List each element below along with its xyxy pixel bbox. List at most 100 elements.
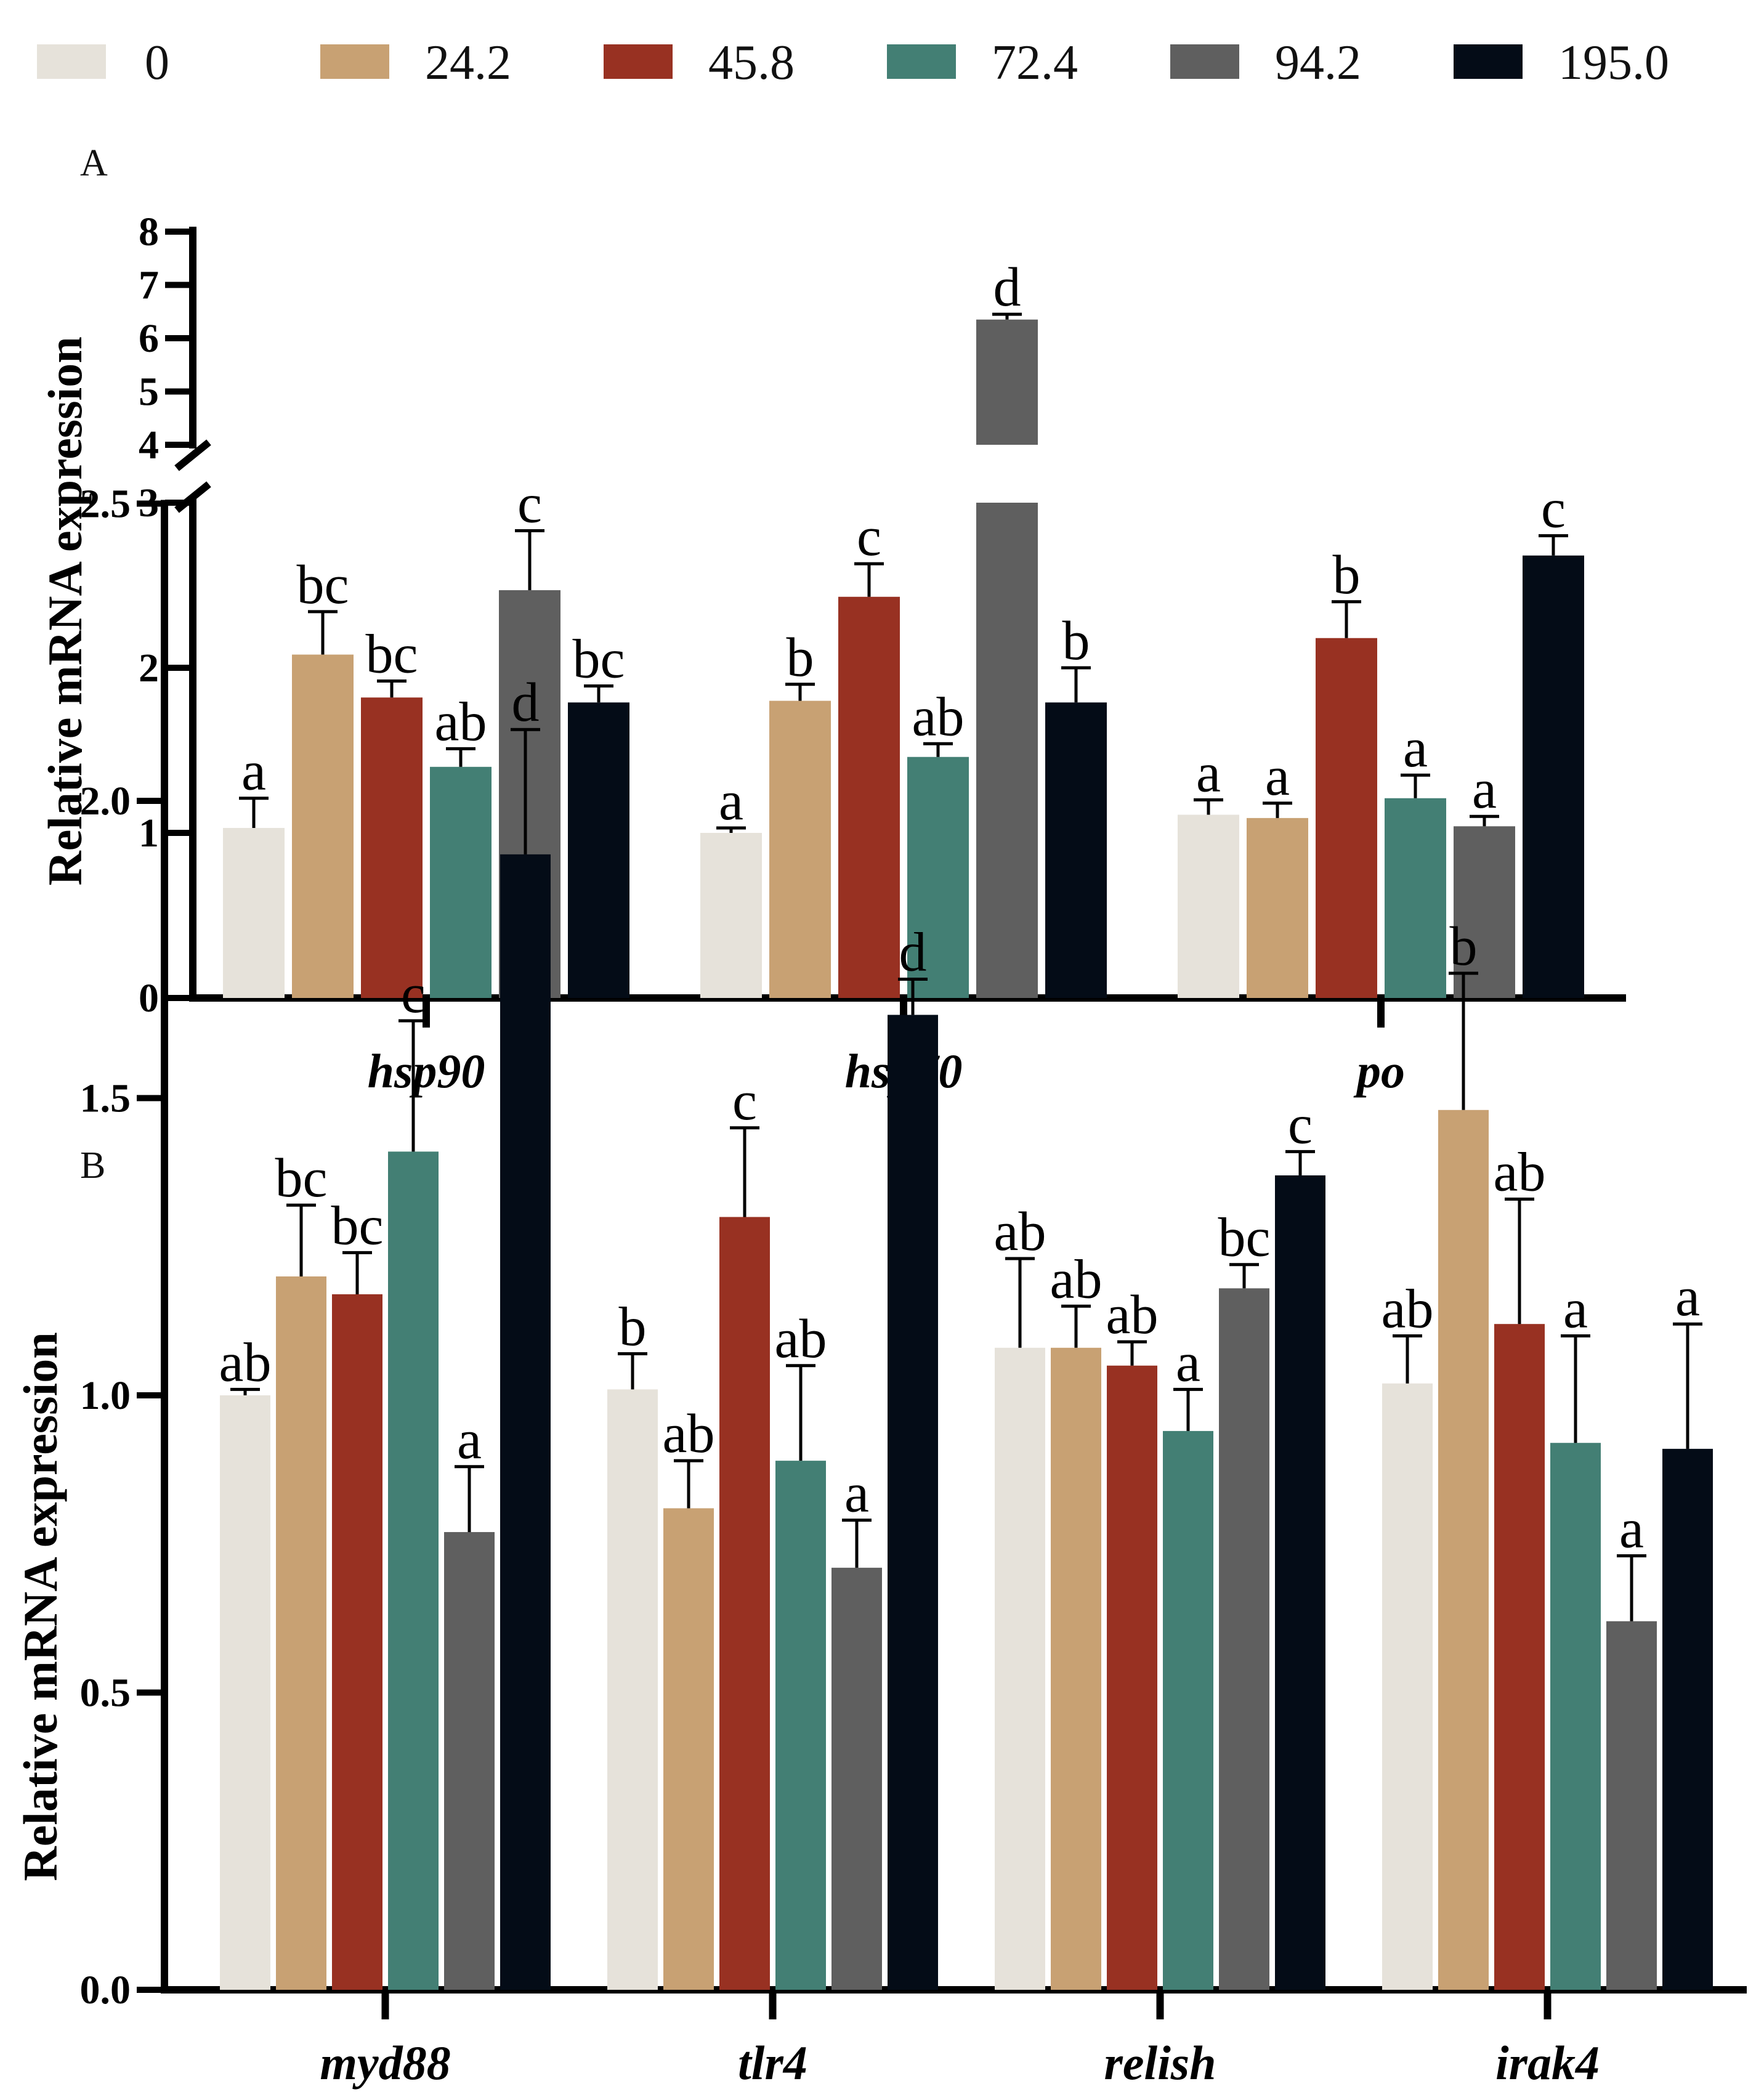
category-label-0-0: hsp90 xyxy=(368,1044,485,1098)
category-label-1-3: irak4 xyxy=(1495,2036,1600,2090)
bar-0-1-4-lower xyxy=(976,503,1038,998)
sig-label-1-3-1: b xyxy=(1450,916,1478,977)
sig-label-0-1-1: b xyxy=(787,627,814,688)
y-tick-label-a-low-0: 0 xyxy=(139,976,159,1021)
category-label-1-0: myd88 xyxy=(320,2036,450,2090)
bar-1-2-4 xyxy=(1219,1288,1269,1990)
bar-0-1-2 xyxy=(838,596,900,998)
bar-1-1-4 xyxy=(831,1567,882,1990)
bar-1-1-3 xyxy=(775,1461,826,1990)
y-tick-label-a-high-3: 7 xyxy=(139,263,159,308)
sig-label-0-1-3: ab xyxy=(912,686,965,747)
legend-swatch-4 xyxy=(1170,44,1239,79)
bar-1-3-0 xyxy=(1382,1383,1433,1990)
bar-1-1-0 xyxy=(607,1389,658,1990)
bar-1-0-5 xyxy=(500,854,551,1990)
legend-swatch-1 xyxy=(320,44,389,79)
bar-0-2-0 xyxy=(1178,814,1239,998)
sig-label-0-2-3: a xyxy=(1403,718,1428,779)
sig-label-0-2-2: b xyxy=(1333,545,1361,606)
bar-0-1-5 xyxy=(1045,702,1107,998)
bar-1-1-5 xyxy=(888,1015,938,1990)
legend-label-3: 72.4 xyxy=(992,36,1078,90)
sig-label-0-0-5: bc xyxy=(573,628,625,689)
sig-label-0-0-0: a xyxy=(241,741,266,802)
bar-0-2-5 xyxy=(1523,555,1584,998)
bar-1-0-2 xyxy=(332,1294,382,1990)
bar-0-1-3 xyxy=(907,756,969,998)
sig-label-1-1-2: c xyxy=(732,1071,757,1132)
sig-label-1-0-0: ab xyxy=(219,1332,272,1393)
sig-label-1-2-4: bc xyxy=(1218,1207,1271,1268)
bar-1-2-2 xyxy=(1107,1365,1157,1990)
panel-b: B Relative mRNA expression 0.0 0.5 1.0 1.5 2.0… xyxy=(14,482,1747,2090)
sig-label-1-0-5: d xyxy=(512,672,540,733)
sig-label-1-3-3: a xyxy=(1563,1279,1588,1340)
sig-label-0-0-3: ab xyxy=(435,691,487,752)
sig-label-1-2-3: a xyxy=(1176,1332,1200,1393)
bar-1-2-5 xyxy=(1275,1175,1325,1990)
category-label-0-2: po xyxy=(1353,1044,1405,1098)
bar-1-3-2 xyxy=(1494,1324,1545,1990)
sig-label-1-3-4: a xyxy=(1619,1499,1644,1560)
bar-1-0-3 xyxy=(388,1151,439,1990)
sig-label-1-2-1: ab xyxy=(1050,1249,1102,1310)
bar-1-3-4 xyxy=(1606,1621,1657,1990)
bar-0-2-3 xyxy=(1385,798,1446,998)
bar-0-1-0 xyxy=(700,833,762,998)
bar-1-1-1 xyxy=(663,1508,714,1990)
legend: 0 24.2 45.8 72.4 94.2 195.0 xyxy=(37,36,1669,90)
category-label-1-1: tlr4 xyxy=(738,2036,807,2090)
bar-1-0-0 xyxy=(220,1395,270,1990)
bar-1-3-1 xyxy=(1438,1109,1489,1990)
y-tick-label-b-3: 1.5 xyxy=(80,1076,131,1121)
bar-0-2-1 xyxy=(1247,817,1308,998)
bar-0-1-1 xyxy=(769,700,831,998)
bar-1-1-2 xyxy=(719,1217,770,1990)
sig-label-1-0-3: c xyxy=(401,963,426,1024)
sig-label-1-0-1: bc xyxy=(275,1148,328,1209)
sig-label-1-3-5: a xyxy=(1675,1267,1700,1328)
bar-1-3-5 xyxy=(1662,1448,1713,1990)
bar-1-0-4 xyxy=(444,1531,495,1990)
sig-label-1-0-2: bc xyxy=(331,1195,384,1256)
bar-1-2-0 xyxy=(995,1347,1045,1990)
sig-label-1-2-0: ab xyxy=(994,1201,1046,1262)
y-tick-label-a-high-1: 5 xyxy=(139,370,159,415)
legend-swatch-0 xyxy=(37,44,106,79)
legend-label-0: 0 xyxy=(145,36,169,90)
sig-label-1-1-0: b xyxy=(619,1296,647,1357)
sig-label-0-1-5: b xyxy=(1062,610,1090,671)
sig-label-1-2-2: ab xyxy=(1106,1284,1159,1345)
legend-swatch-2 xyxy=(604,44,673,79)
legend-label-5: 195.0 xyxy=(1558,36,1669,90)
y-tick-label-b-0: 0.0 xyxy=(80,1968,131,2013)
y-axis-title-a: Relative mRNA expression xyxy=(38,336,92,885)
bar-0-0-0 xyxy=(223,827,285,998)
y-tick-label-b-1: 0.5 xyxy=(80,1671,131,1716)
axis-break-mark-1 xyxy=(174,439,211,471)
y-tick-label-b-5: 2.5 xyxy=(80,482,131,527)
y-tick-label-a-low-1: 1 xyxy=(139,811,159,856)
sig-label-0-2-4: a xyxy=(1472,759,1497,820)
legend-label-2: 45.8 xyxy=(708,36,795,90)
y-tick-label-b-4: 2.0 xyxy=(80,779,131,824)
legend-label-1: 24.2 xyxy=(425,36,511,90)
sig-label-1-1-1: ab xyxy=(663,1403,715,1464)
panel-label-b: B xyxy=(80,1145,105,1186)
panel-label-a: A xyxy=(80,142,108,184)
legend-swatch-3 xyxy=(887,44,956,79)
y-tick-label-b-2: 1.0 xyxy=(80,1373,131,1418)
bar-1-0-1 xyxy=(276,1276,326,1990)
bar-0-1-4 xyxy=(976,319,1038,445)
y-axis-title-b: Relative mRNA expression xyxy=(14,1332,67,1881)
sig-label-0-0-4: c xyxy=(517,474,542,535)
bar-0-0-2 xyxy=(361,697,423,998)
sig-label-0-2-1: a xyxy=(1265,746,1290,807)
y-tick-label-a-high-2: 6 xyxy=(139,316,159,361)
sig-label-1-3-0: ab xyxy=(1382,1279,1434,1340)
bar-1-2-3 xyxy=(1163,1430,1213,1990)
bar-0-0-3 xyxy=(430,766,492,998)
